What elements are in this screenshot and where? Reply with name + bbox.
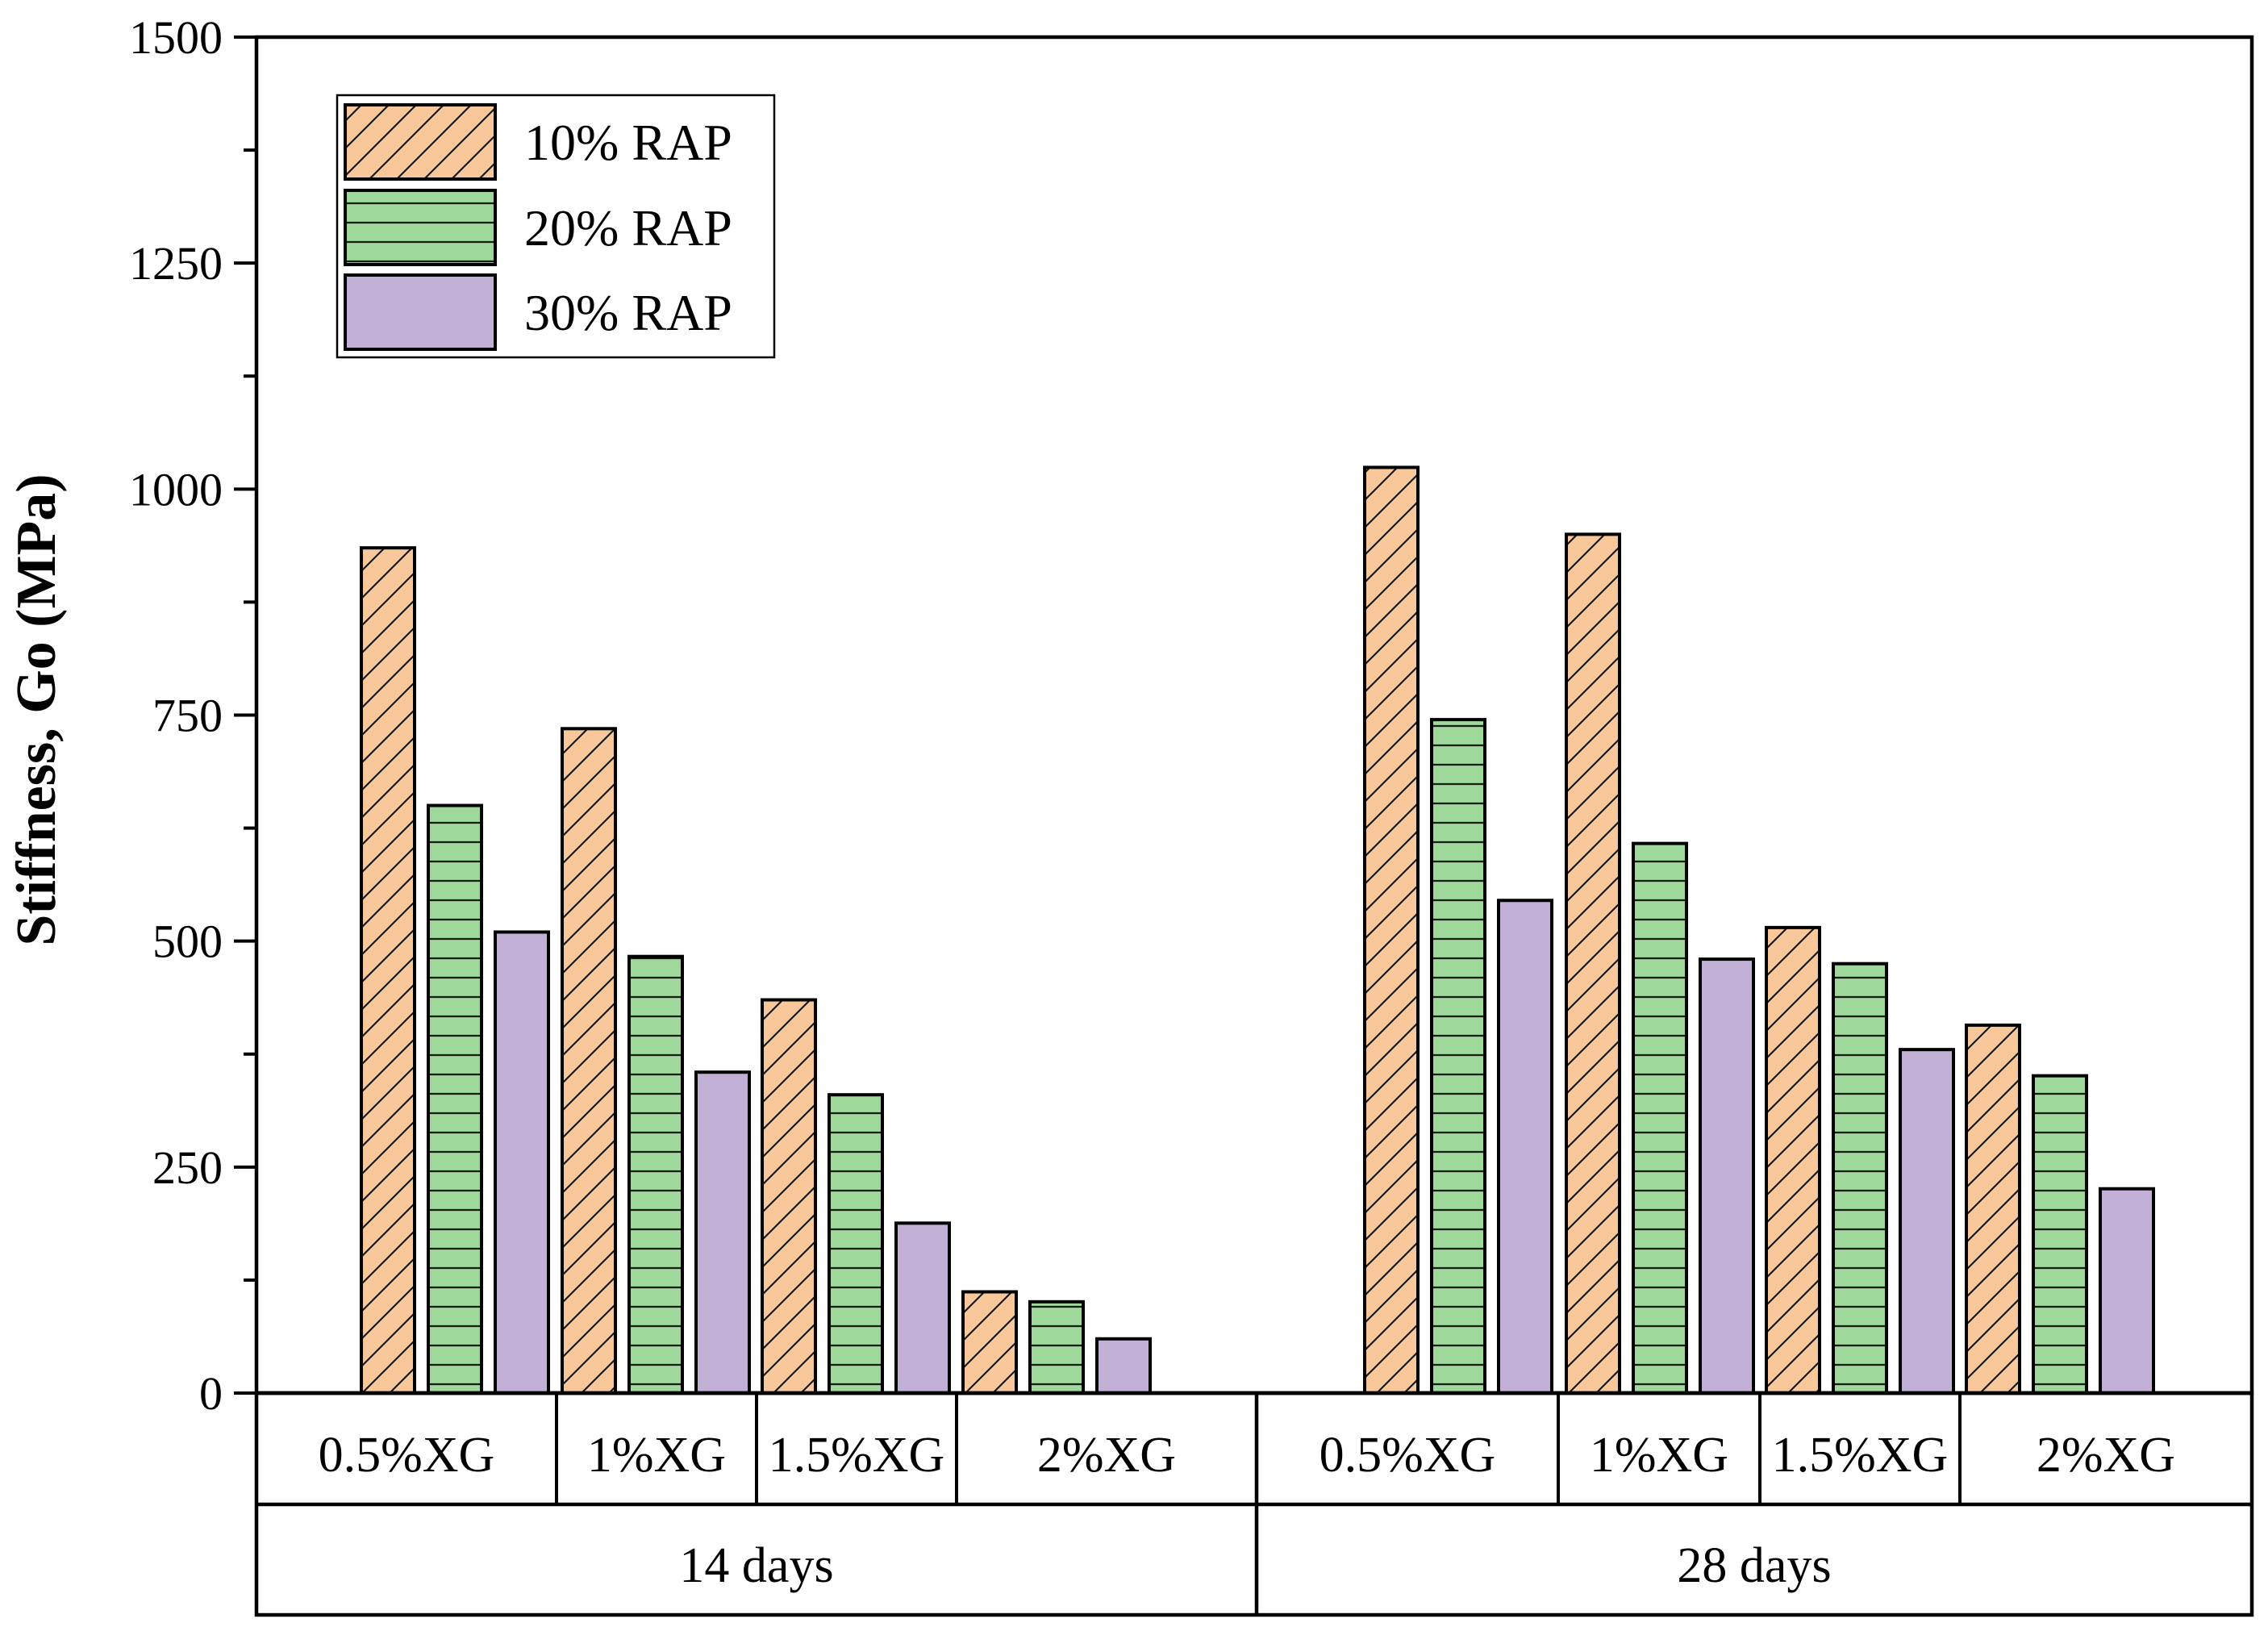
- bar-20rap-14days-1xg: [627, 954, 684, 1395]
- bar-10rap-28days-2xg: [1965, 1023, 2021, 1395]
- bar-20rap-28days-05xg: [1430, 718, 1486, 1395]
- legend-label: 30% RAP: [524, 284, 732, 341]
- x-period-label: 28 days: [1677, 1538, 1831, 1593]
- y-axis: 0 250 500 750 1000 1250 1500: [129, 11, 256, 1420]
- bar-30rap-14days-1xg: [694, 1070, 751, 1395]
- bar-10rap-28days-15xg: [1765, 925, 1821, 1395]
- x-group-label: 0.5%XG: [319, 1428, 495, 1483]
- bar-10rap-28days-05xg: [1363, 465, 1420, 1395]
- legend-swatch-1: [344, 103, 497, 181]
- bar-30rap-14days-2xg: [1095, 1337, 1152, 1395]
- category-table: 0.5%XG 1%XG 1.5%XG 2%XG 14 days 0.5%XG 1%XG 1.5…: [254, 1391, 2254, 1617]
- bar-30rap-28days-05xg: [1497, 899, 1553, 1395]
- legend-swatch-3: [344, 273, 497, 351]
- y-tick-label: 750: [152, 690, 223, 742]
- bar-20rap-14days-2xg: [1028, 1300, 1085, 1395]
- bar-10rap-28days-1xg: [1565, 532, 1621, 1395]
- legend-swatch-2: [344, 189, 497, 266]
- y-tick-label: 1500: [129, 11, 223, 64]
- bar-30rap-28days-2xg: [2099, 1187, 2155, 1395]
- y-tick-label: 250: [152, 1141, 223, 1194]
- bar-30rap-14days-05xg: [494, 930, 550, 1395]
- bar-10rap-14days-1xg: [561, 727, 617, 1395]
- x-group-label: 1.5%XG: [769, 1428, 945, 1483]
- x-group-label: 0.5%XG: [1320, 1428, 1496, 1483]
- y-tick-label: 0: [199, 1367, 223, 1420]
- legend: 10% RAP 20% RAP 30% RAP: [336, 94, 776, 359]
- bars-layer: [256, 465, 2252, 1395]
- y-tick-label: 1250: [129, 237, 223, 290]
- x-group-label: 2%XG: [1037, 1428, 1176, 1483]
- bar-20rap-14days-05xg: [427, 803, 483, 1395]
- bar-10rap-14days-05xg: [360, 546, 416, 1395]
- bar-20rap-28days-15xg: [1832, 962, 1888, 1395]
- x-period-label: 14 days: [679, 1538, 833, 1593]
- bar-30rap-28days-15xg: [1899, 1048, 1955, 1395]
- bar-30rap-28days-1xg: [1699, 957, 1755, 1395]
- x-group-label: 1%XG: [587, 1428, 726, 1483]
- bar-20rap-14days-15xg: [828, 1093, 884, 1395]
- y-tick-label: 1000: [129, 463, 223, 515]
- legend-label: 20% RAP: [524, 199, 732, 257]
- bar-10rap-14days-15xg: [761, 998, 817, 1395]
- x-group-label: 1.5%XG: [1772, 1428, 1949, 1483]
- bar-20rap-28days-1xg: [1632, 841, 1688, 1395]
- bar-30rap-14days-15xg: [894, 1221, 951, 1395]
- y-tick-label: 500: [152, 916, 223, 968]
- x-group-label: 2%XG: [2037, 1428, 2175, 1483]
- legend-label: 10% RAP: [524, 114, 732, 171]
- x-group-label: 1%XG: [1590, 1428, 1728, 1483]
- bar-20rap-28days-2xg: [2032, 1074, 2088, 1395]
- y-axis-label: Stiffness, Go (MPa): [6, 473, 68, 945]
- bar-10rap-14days-2xg: [961, 1290, 1018, 1395]
